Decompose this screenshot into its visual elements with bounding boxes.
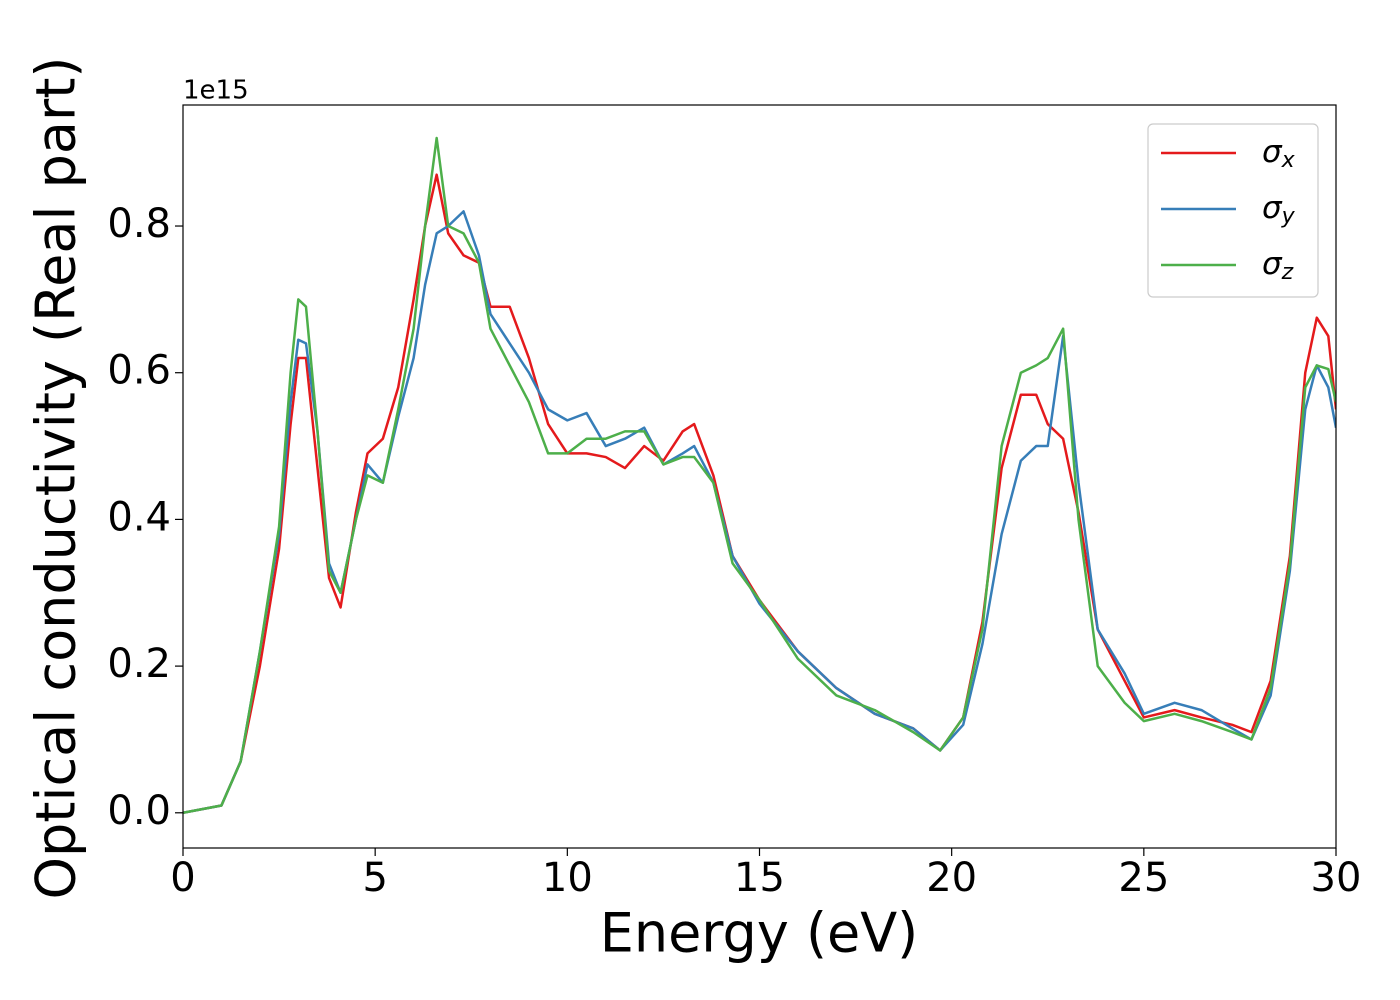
y-tick-label: 0.0 <box>107 788 171 834</box>
x-tick-label: 0 <box>170 855 195 901</box>
y-tick-label: 0.6 <box>107 348 171 394</box>
x-tick-label: 25 <box>1118 855 1169 901</box>
series-line <box>183 136 1336 815</box>
x-tick-label: 30 <box>1311 855 1362 901</box>
legend-box <box>1147 123 1319 298</box>
offset-label: 1e15 <box>183 76 249 106</box>
plot-frame <box>182 104 1337 849</box>
y-tick-label: 0.4 <box>107 494 171 540</box>
y-tick-label: 0.2 <box>107 641 171 687</box>
x-tick-label: 10 <box>542 855 593 901</box>
x-axis-label: Energy (eV) <box>600 902 919 965</box>
y-axis-label: Optical conductivity (Real part) <box>25 57 88 900</box>
x-tick-label: 15 <box>734 855 785 901</box>
legend-label: σy <box>1262 190 1296 230</box>
series-line <box>183 173 1336 815</box>
x-tick-label: 5 <box>362 855 387 901</box>
legend-label: σz <box>1262 246 1294 286</box>
legend-label: σx <box>1262 134 1296 174</box>
y-tick-label: 0.8 <box>107 201 171 247</box>
x-tick-label: 20 <box>926 855 977 901</box>
